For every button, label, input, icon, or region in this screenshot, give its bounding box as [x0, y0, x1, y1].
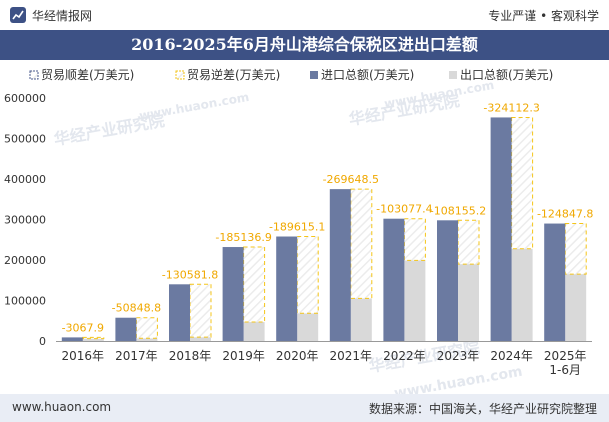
legend-label: 贸易逆差(万美元) [187, 67, 280, 82]
top-bar: 华经情报网 专业严谨 • 客观科学 [0, 0, 609, 30]
deficit-data-label: -189615.1 [269, 221, 325, 234]
deficit-data-label: -50848.8 [112, 302, 161, 315]
legend-label: 出口总额(万美元) [460, 68, 553, 82]
y-tick-label: 600000 [4, 92, 46, 105]
deficit-bar [564, 223, 587, 275]
y-tick-label: 300000 [4, 214, 46, 227]
x-tick-label: 1-6月 [549, 363, 581, 377]
x-tick-label: 2017年 [115, 349, 158, 363]
y-tick-label: 400000 [4, 173, 46, 186]
import-bar [115, 317, 137, 341]
legend-swatch [29, 70, 39, 80]
footer-source: 数据来源：中国海关，华经产业研究院整理 [368, 402, 597, 416]
legend-label: 进口总额(万美元) [321, 68, 414, 82]
deficit-bar [511, 116, 534, 250]
deficit-data-label: -124847.8 [537, 208, 593, 221]
x-tick-label: 2016年 [62, 349, 105, 363]
legend-swatch [449, 71, 457, 79]
title-bar: 2016-2025年6月舟山港综合保税区进出口差额 [0, 30, 609, 60]
x-tick-label: 2024年 [490, 349, 533, 363]
import-bar [437, 220, 458, 341]
import-bar [490, 117, 512, 341]
export-bar [136, 338, 158, 341]
legend-swatch [310, 71, 318, 79]
x-tick-label: 2018年 [169, 349, 212, 363]
deficit-data-label: -185136.9 [215, 231, 271, 244]
export-bar [458, 264, 479, 341]
brand-name: 华经情报网 [32, 8, 93, 23]
export-bar [82, 338, 104, 341]
deficit-data-label: -324112.3 [483, 101, 539, 114]
x-tick-label: 2022年 [383, 349, 426, 363]
import-bar [544, 223, 566, 341]
chart-canvas: 华经产业研究院华经产业研究院华经产业研究院www.huaon.comwww.hu… [4, 67, 593, 394]
deficit-bar [296, 236, 319, 314]
x-tick-label: 2019年 [222, 349, 265, 363]
import-bar [383, 218, 405, 341]
y-tick-label: 100000 [4, 295, 46, 308]
import-bar [276, 236, 298, 341]
deficit-data-label: -269648.5 [323, 173, 379, 186]
chart-title: 2016-2025年6月舟山港综合保税区进出口差额 [131, 35, 478, 54]
footer-website[interactable]: www.huaon.com [12, 400, 112, 414]
legend-label: 贸易顺差(万美元) [41, 68, 134, 82]
deficit-data-label: -103077.4 [376, 203, 432, 216]
y-tick-label: 200000 [4, 254, 46, 267]
export-bar [404, 260, 426, 341]
deficit-data-label: -3067.9 [62, 321, 104, 334]
export-bar [511, 248, 533, 341]
x-tick-label: 2020年 [276, 349, 319, 363]
deficit-data-label: -130581.8 [162, 268, 218, 281]
legend-swatch [175, 70, 185, 80]
import-bar [222, 247, 244, 341]
x-tick-label: 2021年 [330, 349, 373, 363]
export-bar [243, 322, 265, 341]
x-tick-label: 2023年 [437, 349, 480, 363]
x-tick-label: 2025年 [544, 349, 587, 363]
export-bar [190, 337, 211, 341]
brand[interactable]: 华经情报网 [10, 6, 92, 24]
tagline: 专业严谨 • 客观科学 [488, 9, 599, 23]
export-bar [350, 298, 372, 341]
import-bar [329, 189, 351, 341]
export-bar [297, 313, 319, 341]
deficit-data-label: -108155.2 [430, 204, 486, 217]
deficit-bar [189, 283, 212, 338]
deficit-bar [82, 336, 105, 340]
import-bar [61, 337, 83, 341]
deficit-bar [350, 188, 373, 299]
y-tick-label: 500000 [4, 133, 46, 146]
watermark: www.huaon.com [138, 90, 250, 123]
deficit-bar [403, 218, 426, 261]
export-bar [565, 274, 587, 341]
deficit-bar [243, 246, 266, 323]
deficit-bar [457, 219, 480, 265]
deficit-bar [135, 317, 158, 339]
footer-bar: www.huaon.com 数据来源：中国海关，华经产业研究院整理 [0, 394, 609, 422]
y-tick-label: 0 [39, 335, 46, 348]
import-bar [169, 284, 190, 341]
brand-logo-icon [10, 7, 26, 23]
